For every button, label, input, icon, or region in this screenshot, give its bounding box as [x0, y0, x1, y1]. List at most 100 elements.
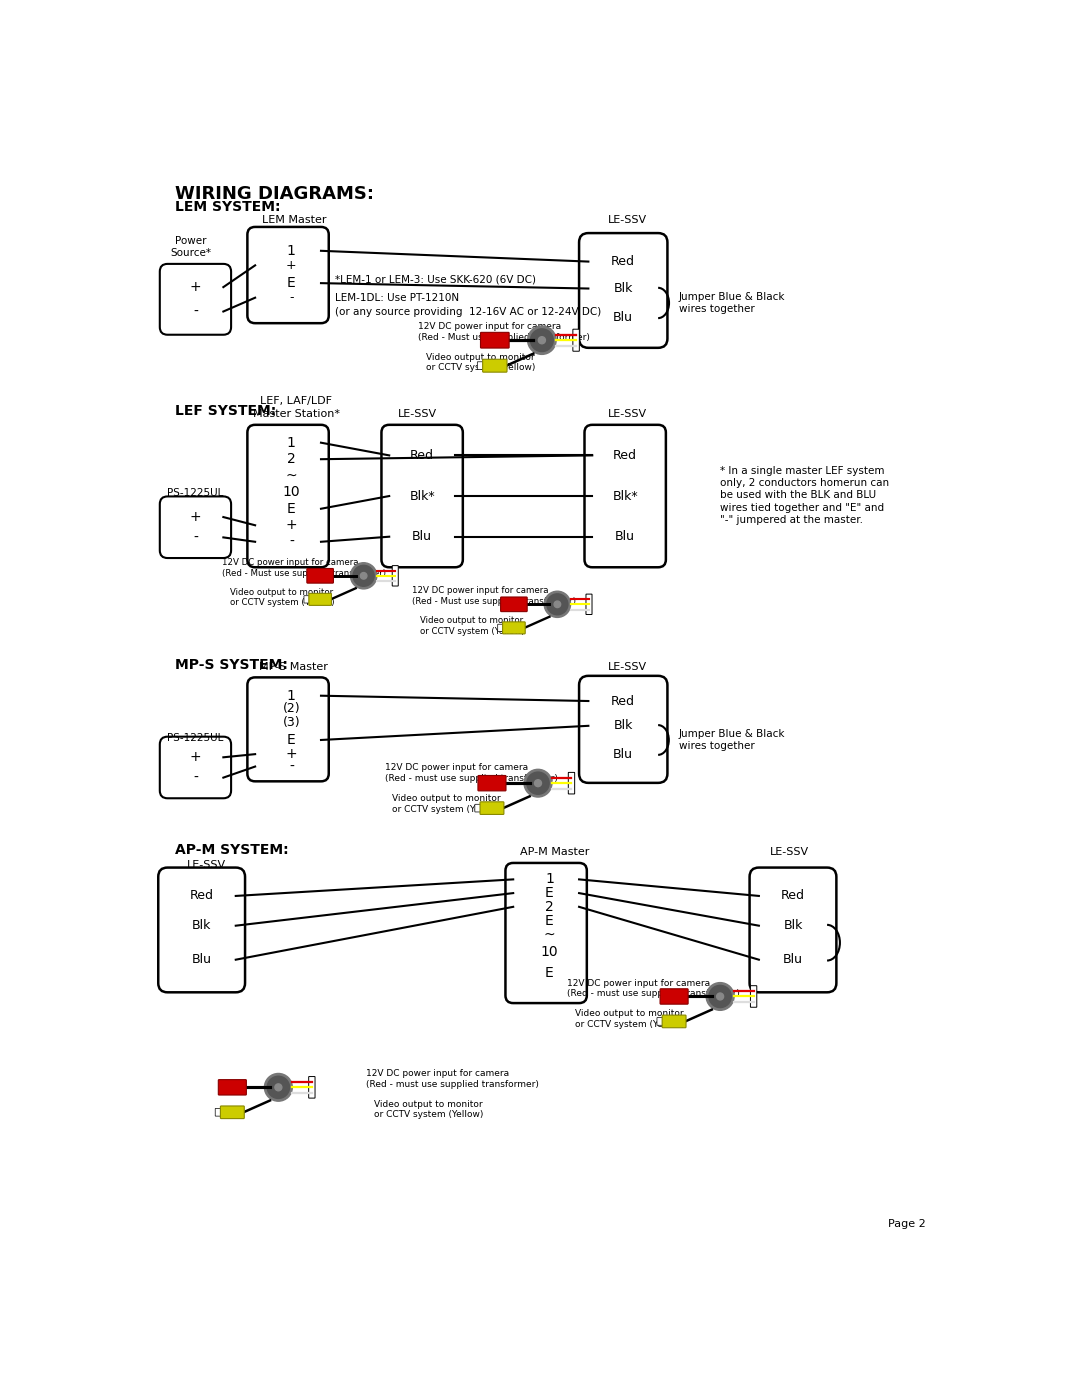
Text: -: -: [289, 760, 294, 774]
Text: *LEM-1 or LEM-3: Use SKK-620 (6V DC): *LEM-1 or LEM-3: Use SKK-620 (6V DC): [335, 274, 536, 285]
Text: (Red - Must use supplied transformer): (Red - Must use supplied transformer): [418, 332, 590, 342]
Text: LE-SSV: LE-SSV: [770, 847, 809, 856]
Text: Power
Source*: Power Source*: [171, 236, 212, 257]
Text: 1: 1: [545, 872, 554, 886]
Text: LE-SSV: LE-SSV: [187, 861, 226, 870]
FancyBboxPatch shape: [751, 986, 757, 1007]
FancyBboxPatch shape: [478, 775, 507, 791]
Text: E: E: [287, 502, 296, 515]
FancyBboxPatch shape: [568, 773, 575, 793]
FancyBboxPatch shape: [662, 1016, 686, 1028]
Text: Red: Red: [611, 694, 635, 707]
Text: LEM Master: LEM Master: [261, 215, 326, 225]
FancyBboxPatch shape: [309, 594, 332, 605]
Text: 12V DC power input for camera: 12V DC power input for camera: [418, 321, 561, 331]
Text: E: E: [545, 914, 554, 928]
Text: ~: ~: [285, 469, 297, 483]
Text: +: +: [286, 258, 297, 272]
Text: wires tied together and "E" and: wires tied together and "E" and: [720, 503, 885, 513]
Text: Red: Red: [613, 448, 637, 462]
Text: LE-SSV: LE-SSV: [608, 215, 647, 225]
Text: Blk: Blk: [613, 719, 633, 732]
FancyBboxPatch shape: [159, 868, 245, 992]
Text: (Red - Must use supplied transformer): (Red - Must use supplied transformer): [413, 597, 577, 606]
Text: E: E: [287, 733, 296, 747]
Text: (Red - must use supplied transformer): (Red - must use supplied transformer): [567, 989, 740, 999]
Text: or CCTV system (Yellow): or CCTV system (Yellow): [374, 1111, 483, 1119]
Circle shape: [538, 337, 545, 344]
Text: 2: 2: [545, 900, 554, 914]
Circle shape: [535, 780, 541, 787]
FancyBboxPatch shape: [307, 569, 334, 583]
Text: PS-1225UL: PS-1225UL: [167, 488, 224, 497]
FancyBboxPatch shape: [480, 802, 504, 814]
Text: -: -: [193, 531, 198, 545]
Circle shape: [265, 1073, 293, 1101]
FancyBboxPatch shape: [477, 362, 484, 370]
Text: 12V DC power input for camera: 12V DC power input for camera: [384, 763, 528, 773]
Text: "-" jumpered at the master.: "-" jumpered at the master.: [720, 515, 863, 525]
Text: Blu: Blu: [783, 953, 802, 967]
Text: Red: Red: [190, 890, 214, 902]
Text: (Red - Must use supplied transformer): (Red - Must use supplied transformer): [221, 569, 386, 578]
Text: MP-S Master: MP-S Master: [259, 662, 328, 672]
FancyBboxPatch shape: [218, 1080, 246, 1095]
Text: Blk: Blk: [613, 282, 633, 295]
FancyBboxPatch shape: [303, 595, 310, 604]
Text: 1: 1: [287, 244, 296, 258]
FancyBboxPatch shape: [586, 594, 592, 615]
Text: 1: 1: [287, 436, 296, 450]
Text: Blk*: Blk*: [409, 489, 435, 503]
Text: 1: 1: [287, 689, 296, 703]
FancyBboxPatch shape: [505, 863, 586, 1003]
FancyBboxPatch shape: [660, 989, 688, 1004]
Text: LEM SYSTEM:: LEM SYSTEM:: [175, 200, 281, 214]
FancyBboxPatch shape: [309, 1077, 315, 1098]
Text: Video output to monitor: Video output to monitor: [392, 793, 501, 803]
FancyBboxPatch shape: [584, 425, 666, 567]
FancyBboxPatch shape: [247, 425, 328, 567]
Text: or CCTV system (Yellow): or CCTV system (Yellow): [426, 363, 535, 373]
Text: ~: ~: [543, 928, 555, 942]
FancyBboxPatch shape: [502, 622, 525, 634]
Text: PS-1225UL: PS-1225UL: [167, 733, 224, 743]
Text: 12V DC power input for camera: 12V DC power input for camera: [413, 585, 549, 595]
FancyBboxPatch shape: [392, 566, 399, 585]
Text: LE-SSV: LE-SSV: [608, 409, 647, 419]
FancyBboxPatch shape: [572, 330, 579, 351]
Text: -: -: [289, 291, 294, 305]
Text: Page 2: Page 2: [888, 1220, 926, 1229]
Circle shape: [361, 573, 367, 580]
FancyBboxPatch shape: [579, 233, 667, 348]
Text: (2): (2): [283, 703, 300, 715]
Text: E: E: [287, 277, 296, 291]
Circle shape: [528, 326, 556, 355]
Circle shape: [275, 1084, 282, 1091]
Circle shape: [353, 566, 374, 587]
Text: (Red - must use supplied transformer): (Red - must use supplied transformer): [366, 1080, 539, 1088]
FancyBboxPatch shape: [215, 1108, 221, 1116]
Circle shape: [530, 328, 553, 352]
Text: or CCTV system (Yellow): or CCTV system (Yellow): [392, 805, 502, 813]
Text: Blu: Blu: [613, 312, 633, 324]
Text: +: +: [190, 750, 201, 764]
Circle shape: [554, 601, 561, 608]
Text: (3): (3): [283, 715, 300, 729]
Text: (Red - must use supplied transformer): (Red - must use supplied transformer): [384, 774, 557, 782]
FancyBboxPatch shape: [247, 678, 328, 781]
Text: LE-SSV: LE-SSV: [399, 409, 437, 419]
Text: (or any source providing  12-16V AC or 12-24V DC): (or any source providing 12-16V AC or 12…: [335, 306, 602, 317]
Text: Blk: Blk: [192, 919, 212, 932]
Text: or CCTV system (Yellow): or CCTV system (Yellow): [230, 598, 334, 608]
Text: Video output to monitor: Video output to monitor: [420, 616, 524, 624]
Text: only, 2 conductors homerun can: only, 2 conductors homerun can: [720, 478, 889, 488]
FancyBboxPatch shape: [160, 264, 231, 335]
Text: 10: 10: [283, 485, 300, 499]
Text: 12V DC power input for camera: 12V DC power input for camera: [221, 559, 359, 567]
FancyBboxPatch shape: [657, 1017, 663, 1025]
Text: E: E: [545, 886, 554, 900]
FancyBboxPatch shape: [483, 359, 507, 372]
Text: 2: 2: [287, 453, 296, 467]
Text: Red: Red: [410, 448, 434, 462]
Text: +: +: [285, 518, 297, 532]
